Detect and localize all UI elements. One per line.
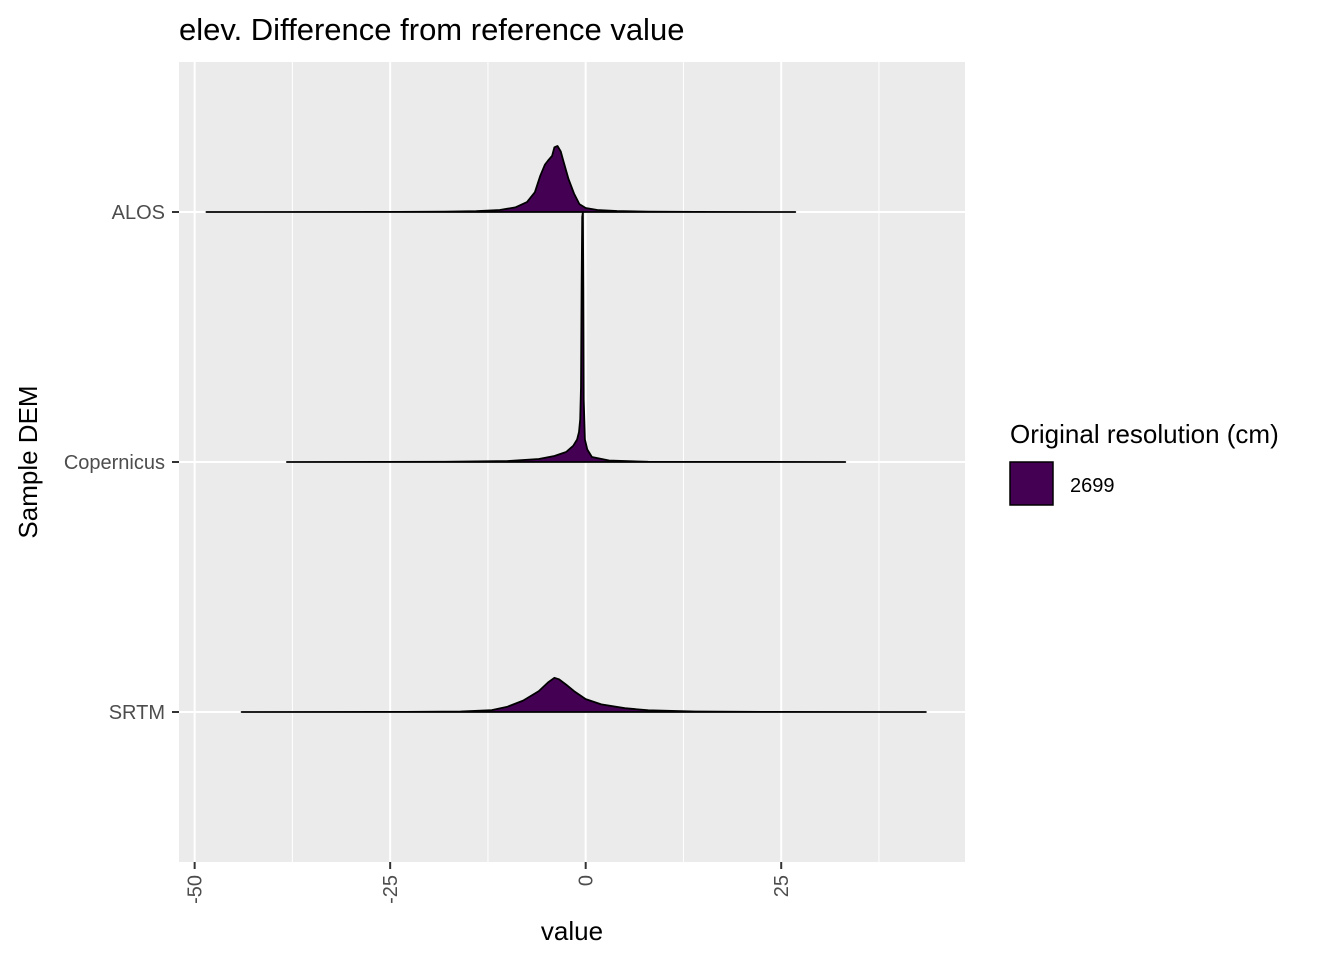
x-tick-label: 25 (771, 875, 793, 897)
ridge-alos (205, 145, 797, 213)
y-axis-title: Sample DEM (13, 385, 43, 538)
x-tick-label: -50 (185, 875, 207, 904)
y-tick-label: Copernicus (64, 452, 165, 474)
chart-title: elev. Difference from reference value (179, 12, 684, 47)
ridge-copernicus (286, 211, 847, 463)
legend-title: Original resolution (cm) (1010, 419, 1279, 449)
x-tick-label: -25 (380, 875, 402, 904)
legend-label: 2699 (1070, 475, 1115, 497)
y-tick-label: SRTM (109, 702, 165, 724)
ridges (205, 145, 927, 713)
legend: Original resolution (cm) 2699 (1009, 419, 1279, 506)
x-axis-title: value (541, 916, 603, 946)
ridge-srtm (240, 676, 927, 713)
legend-key (1009, 461, 1054, 506)
x-tick-label: 0 (576, 875, 598, 886)
y-tick-label: ALOS (112, 202, 165, 224)
axes: -50 -25 0 25 ALOS Copernicus SRTM (64, 202, 793, 904)
